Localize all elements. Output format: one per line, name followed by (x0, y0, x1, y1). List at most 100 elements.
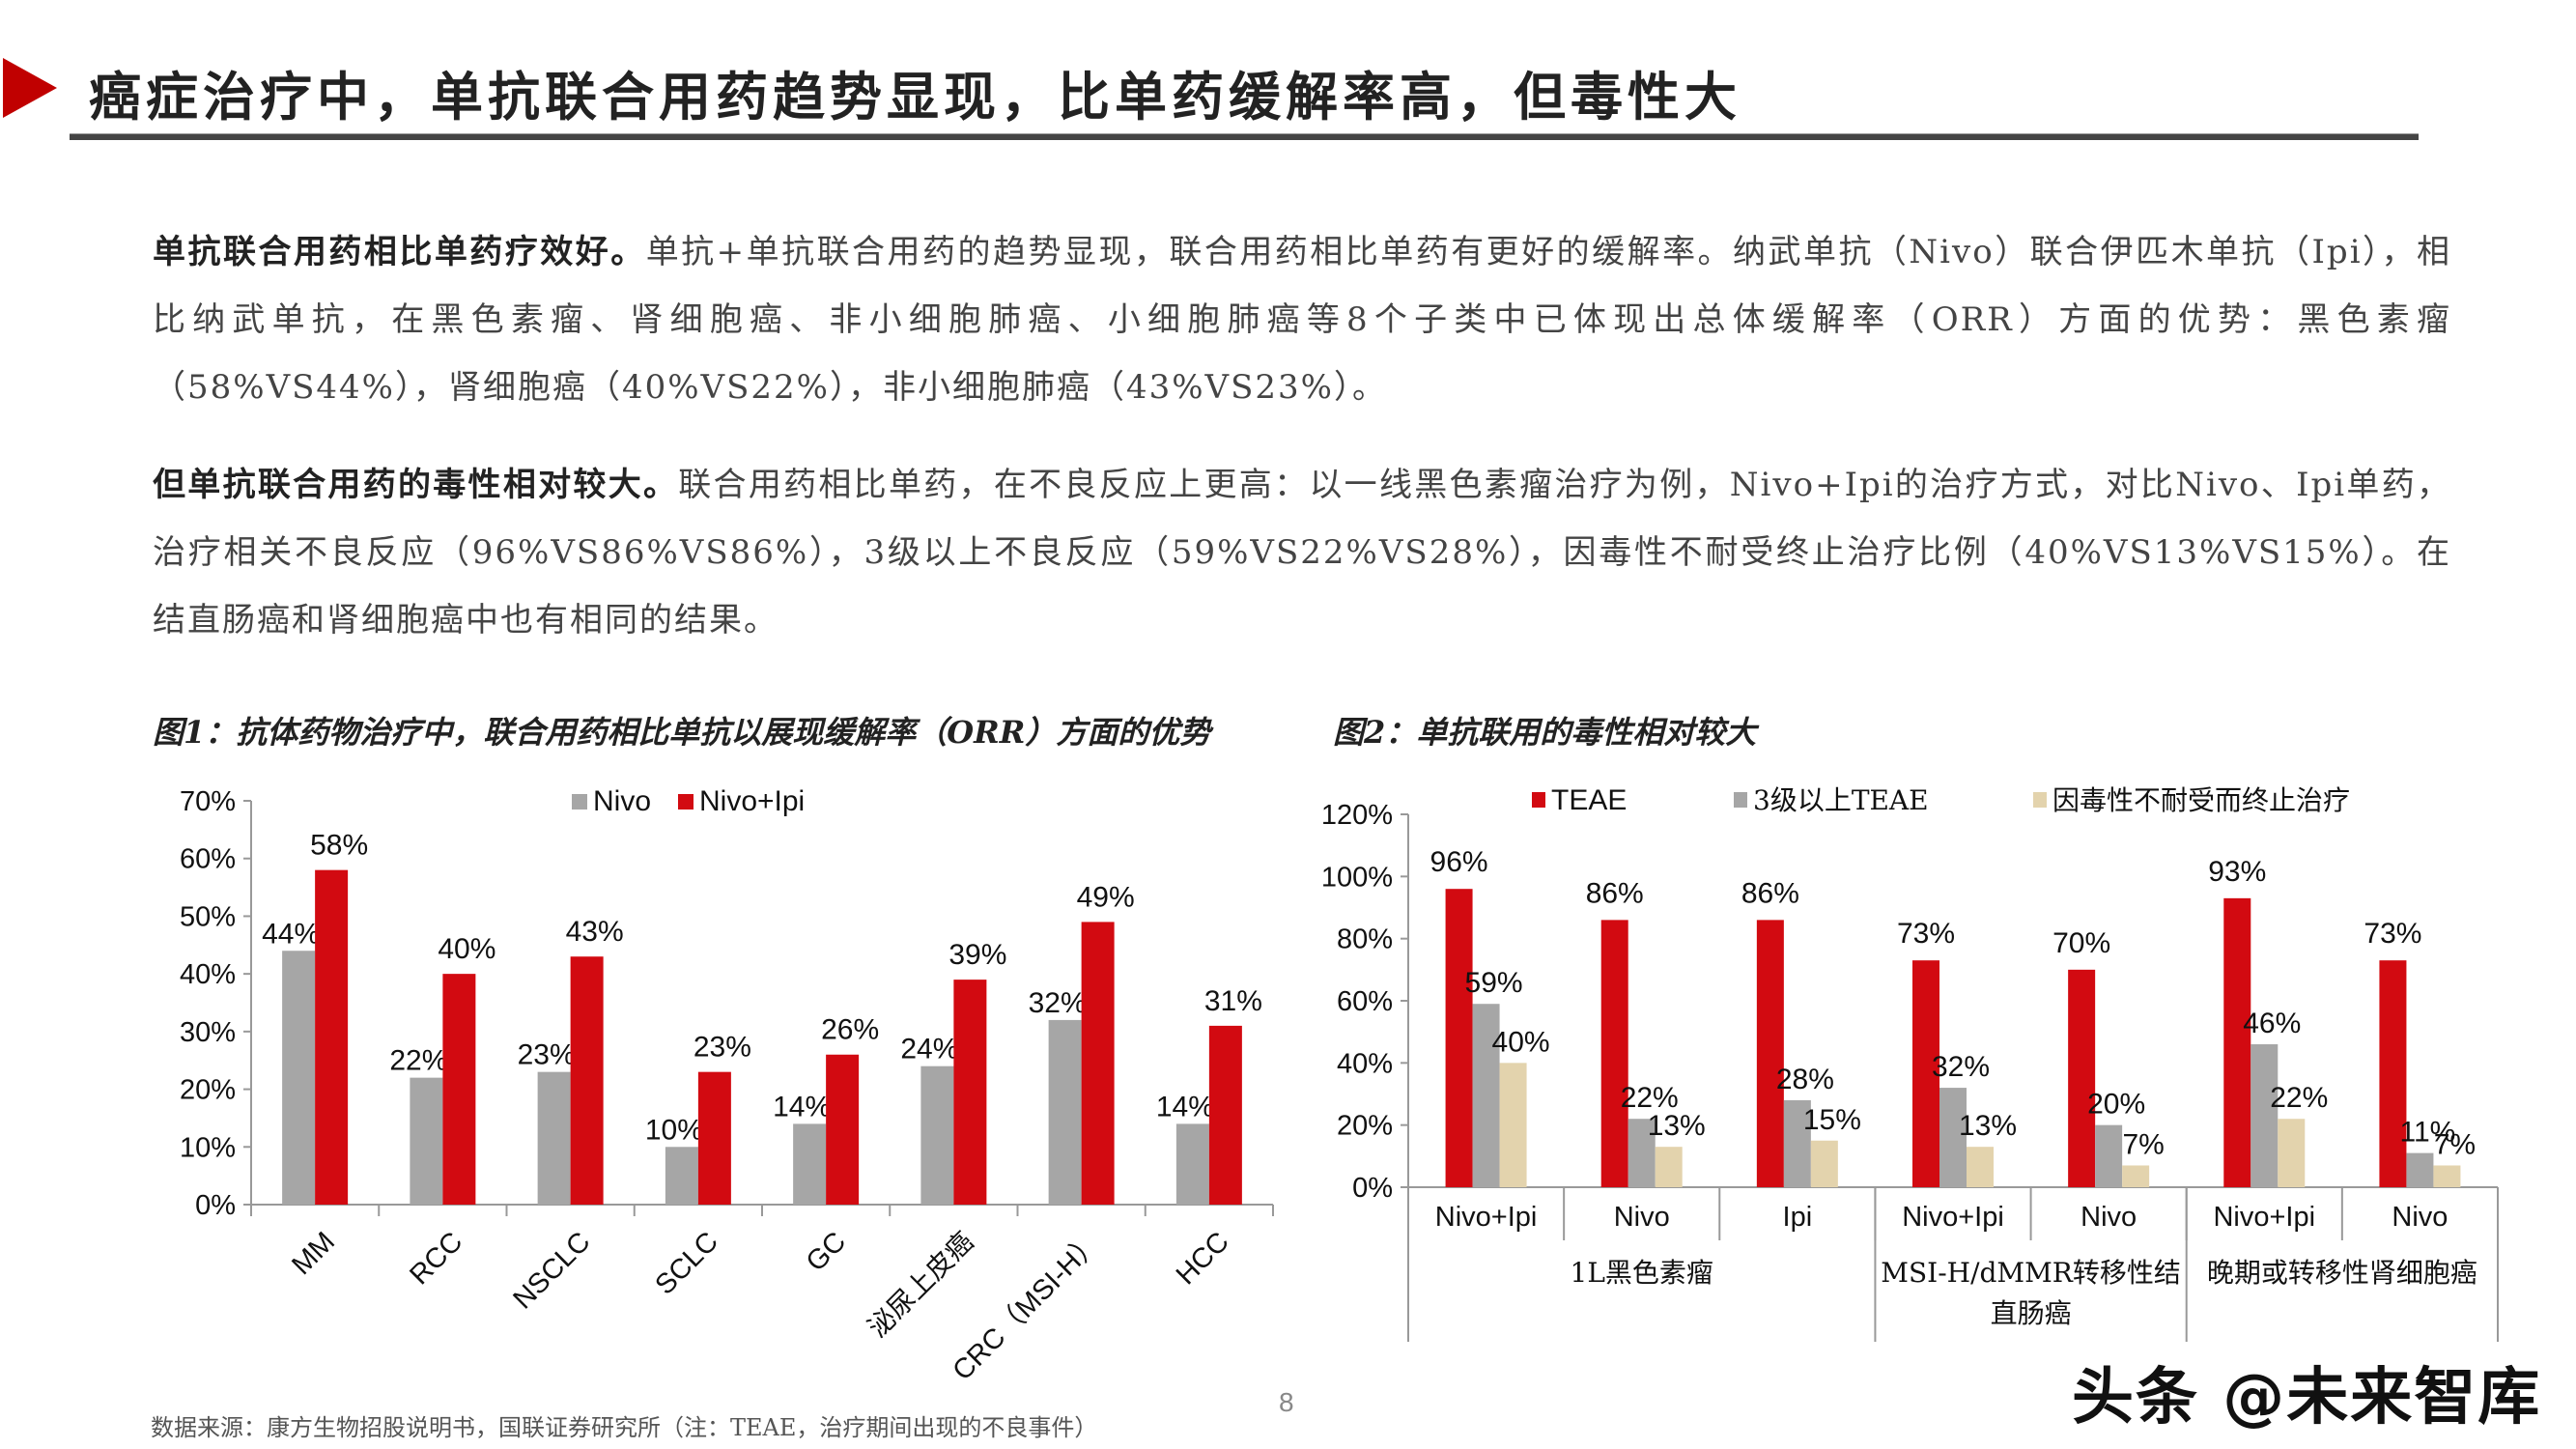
x-category-label: 泌尿上皮癌 (862, 1226, 979, 1344)
bar-series-2 (1967, 1147, 1994, 1187)
x-category-label: MM (286, 1226, 341, 1281)
bar-value-label: 22% (2270, 1082, 2328, 1114)
bar-nivo-ipi (826, 1054, 860, 1205)
y-tick-label: 30% (180, 1017, 236, 1048)
y-tick-label: 70% (180, 786, 236, 817)
paragraph-efficacy-body: 单抗+单抗联合用药的趋势显现，联合用药相比单药有更好的缓解率。纳武单抗（Nivo… (153, 233, 2452, 407)
bar-series-1 (1628, 1119, 1656, 1187)
bar-value-label: 23% (694, 1032, 751, 1064)
bar-nivo (282, 951, 316, 1205)
bar-series-0 (1756, 920, 1784, 1187)
bar-value-label: 24% (900, 1034, 958, 1065)
bar-value-label: 22% (389, 1045, 447, 1077)
data-source-note: 数据来源：康方生物招股说明书，国联证券研究所（注：TEAE，治疗期间出现的不良事… (151, 1414, 1098, 1441)
bar-value-label: 49% (1077, 881, 1135, 913)
bar-series-2 (2433, 1165, 2461, 1187)
group-label: MSI-H/dMMR转移性结 (1881, 1257, 2181, 1289)
y-tick-label: 20% (180, 1075, 236, 1106)
bar-value-label: 73% (2364, 918, 2421, 950)
bar-value-label: 44% (262, 918, 320, 950)
bar-value-label: 7% (2122, 1128, 2164, 1160)
bar-series-0 (1600, 920, 1628, 1187)
bar-nivo (537, 1071, 571, 1205)
x-category-label: HCC (1171, 1226, 1235, 1291)
toxicity-bar-chart: 0% 20% 40% 60% 80% 100% 120% 96% 59% 40% Nivo+Ipi 8… (1323, 784, 2499, 1342)
y-tick-label: 100% (1323, 862, 1393, 893)
bar-series-2 (2278, 1119, 2306, 1187)
legend-label: 因毒性不耐受而终止治疗 (2052, 784, 2350, 816)
x-category-label: NSCLC (507, 1226, 596, 1315)
paragraph-efficacy: 单抗联合用药相比单药疗效好。单抗+单抗联合用药的趋势显现，联合用药相比单药有更好… (153, 218, 2451, 421)
bar-value-label: 10% (645, 1114, 703, 1146)
y-tick-label: 10% (180, 1132, 236, 1163)
bar-value-label: 73% (1897, 918, 1955, 950)
page-number: 8 (1279, 1387, 1294, 1417)
bar-series-1 (1939, 1088, 1967, 1187)
bar-series-0 (1445, 889, 1473, 1187)
bar-nivo-ipi (953, 980, 987, 1205)
bar-series-2 (1810, 1140, 1838, 1187)
paragraph-toxicity-lead: 但单抗联合用药的毒性相对较大。 (153, 466, 679, 504)
bar-value-label: 39% (948, 939, 1006, 971)
x-category-label: GC (801, 1226, 852, 1277)
group-label: 晚期或转移性肾细胞癌 (2207, 1257, 2477, 1289)
x-category-label: Nivo+Ipi (1902, 1202, 2004, 1233)
legend-label: TEAE (1551, 784, 1627, 816)
x-category-label: SCLC (649, 1226, 723, 1300)
legend-swatch (1532, 792, 1545, 808)
legend-label: 3级以上TEAE (1753, 784, 1929, 816)
x-category-label: Nivo (2392, 1202, 2448, 1233)
bar-value-label: 13% (1648, 1110, 1706, 1142)
bar-value-label: 40% (1492, 1026, 1550, 1058)
bar-value-label: 43% (566, 916, 624, 948)
bar-series-0 (1912, 960, 1939, 1187)
y-tick-label: 80% (1337, 924, 1393, 955)
bar-value-label: 28% (1776, 1064, 1834, 1095)
bar-nivo-ipi (315, 869, 349, 1205)
bar-value-label: 58% (310, 830, 368, 862)
bar-series-0 (2223, 897, 2251, 1187)
x-category-label: Nivo (1614, 1202, 1670, 1233)
bar-series-1 (1472, 1004, 1500, 1187)
legend-label: Nivo (593, 785, 651, 817)
group-label: 直肠癌 (1991, 1297, 2072, 1329)
bar-nivo-ipi (697, 1071, 731, 1205)
x-category-label: RCC (404, 1226, 468, 1291)
y-tick-label: 120% (1323, 800, 1393, 831)
bar-series-1 (1783, 1099, 1811, 1187)
bar-value-label: 14% (1156, 1091, 1214, 1122)
legend-swatch (678, 794, 694, 810)
paragraph-toxicity: 但单抗联合用药的毒性相对较大。联合用药相比单药，在不良反应上更高：以一线黑色素瘤… (153, 451, 2451, 654)
orr-bar-chart: 0% 10% 20% 30% 40% 50% 60% 70% 44% 58% MM 22% 40% RCC… (180, 785, 1274, 1386)
y-tick-label: 60% (1337, 986, 1393, 1017)
bar-value-label: 86% (1586, 877, 1644, 909)
bar-series-1 (2406, 1152, 2434, 1187)
legend-label: Nivo+Ipi (699, 785, 805, 817)
title-arrow-icon (3, 58, 57, 118)
bar-value-label: 32% (1029, 987, 1087, 1019)
bar-nivo-ipi (442, 974, 476, 1205)
bar-value-label: 20% (2087, 1089, 2145, 1121)
bar-value-label: 7% (2434, 1128, 2476, 1160)
bar-value-label: 93% (2208, 856, 2266, 888)
x-category-label: Nivo+Ipi (2213, 1202, 2315, 1233)
bar-value-label: 15% (1803, 1104, 1861, 1136)
bar-series-0 (2379, 960, 2407, 1187)
watermark: 头条 @未来智库 (2072, 1362, 2542, 1434)
bar-series-1 (2250, 1044, 2279, 1187)
paragraph-efficacy-lead: 单抗联合用药相比单药疗效好。 (153, 233, 646, 271)
bar-nivo (1175, 1123, 1209, 1205)
bar-nivo-ipi (1208, 1025, 1242, 1205)
bar-value-label: 32% (1932, 1051, 1990, 1083)
bar-value-label: 22% (1621, 1082, 1679, 1114)
bar-value-label: 70% (2052, 927, 2110, 959)
y-tick-label: 20% (1337, 1111, 1393, 1142)
paragraph-toxicity-body: 联合用药相比单药，在不良反应上更高：以一线黑色素瘤治疗为例，Nivo+Ipi的治… (153, 466, 2451, 639)
bar-nivo (1048, 1019, 1082, 1205)
bar-value-label: 26% (821, 1014, 879, 1046)
bar-series-2 (1655, 1147, 1683, 1187)
bar-value-label: 11% (2400, 1117, 2456, 1149)
bar-series-2 (2122, 1165, 2150, 1187)
group-label: 1L黑色素瘤 (1571, 1257, 1713, 1289)
bar-nivo (920, 1065, 954, 1205)
